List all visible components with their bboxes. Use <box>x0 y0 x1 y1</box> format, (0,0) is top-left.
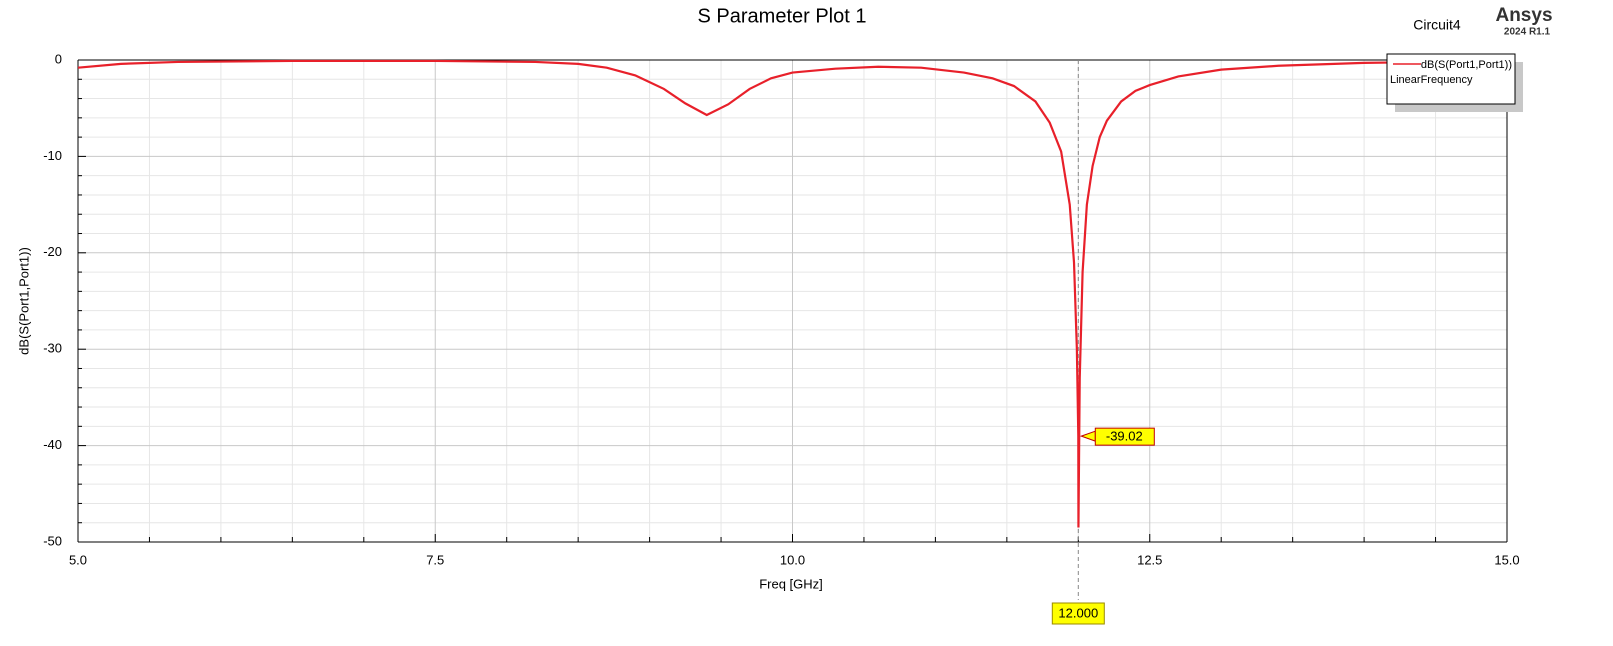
x-tick-label: 5.0 <box>69 552 87 567</box>
x-tick-label: 10.0 <box>780 552 805 567</box>
marker-y-label: -39.02 <box>1106 429 1143 444</box>
marker-x-label: 12.000 <box>1058 605 1098 620</box>
chart-title: S Parameter Plot 1 <box>698 5 867 27</box>
brand: Ansys <box>1495 5 1552 26</box>
y-tick-label: 0 <box>55 51 62 66</box>
marker-y-box <box>1094 427 1155 446</box>
series-line <box>77 59 1508 528</box>
y-axis-label: dB(S(Port1,Port1)) <box>16 247 31 355</box>
design-name: Circuit4 <box>1413 17 1461 33</box>
y-tick-label: -10 <box>43 148 62 163</box>
x-tick-label: 15.0 <box>1494 552 1519 567</box>
y-tick-label: -30 <box>43 341 62 356</box>
version: 2024 R1.1 <box>1504 27 1551 38</box>
marker-x-box <box>1051 602 1105 625</box>
x-tick-label: 12.5 <box>1137 552 1162 567</box>
x-tick-label: 7.5 <box>426 552 444 567</box>
y-tick-label: -50 <box>43 533 62 548</box>
legend-label: dB(S(Port1,Port1)) <box>1421 59 1512 71</box>
y-tick-label: -40 <box>43 437 62 452</box>
legend-sweep: LinearFrequency <box>1390 74 1473 86</box>
x-axis-label: Freq [GHz] <box>759 576 823 591</box>
y-tick-label: -20 <box>43 244 62 259</box>
legend-box <box>1386 53 1516 105</box>
